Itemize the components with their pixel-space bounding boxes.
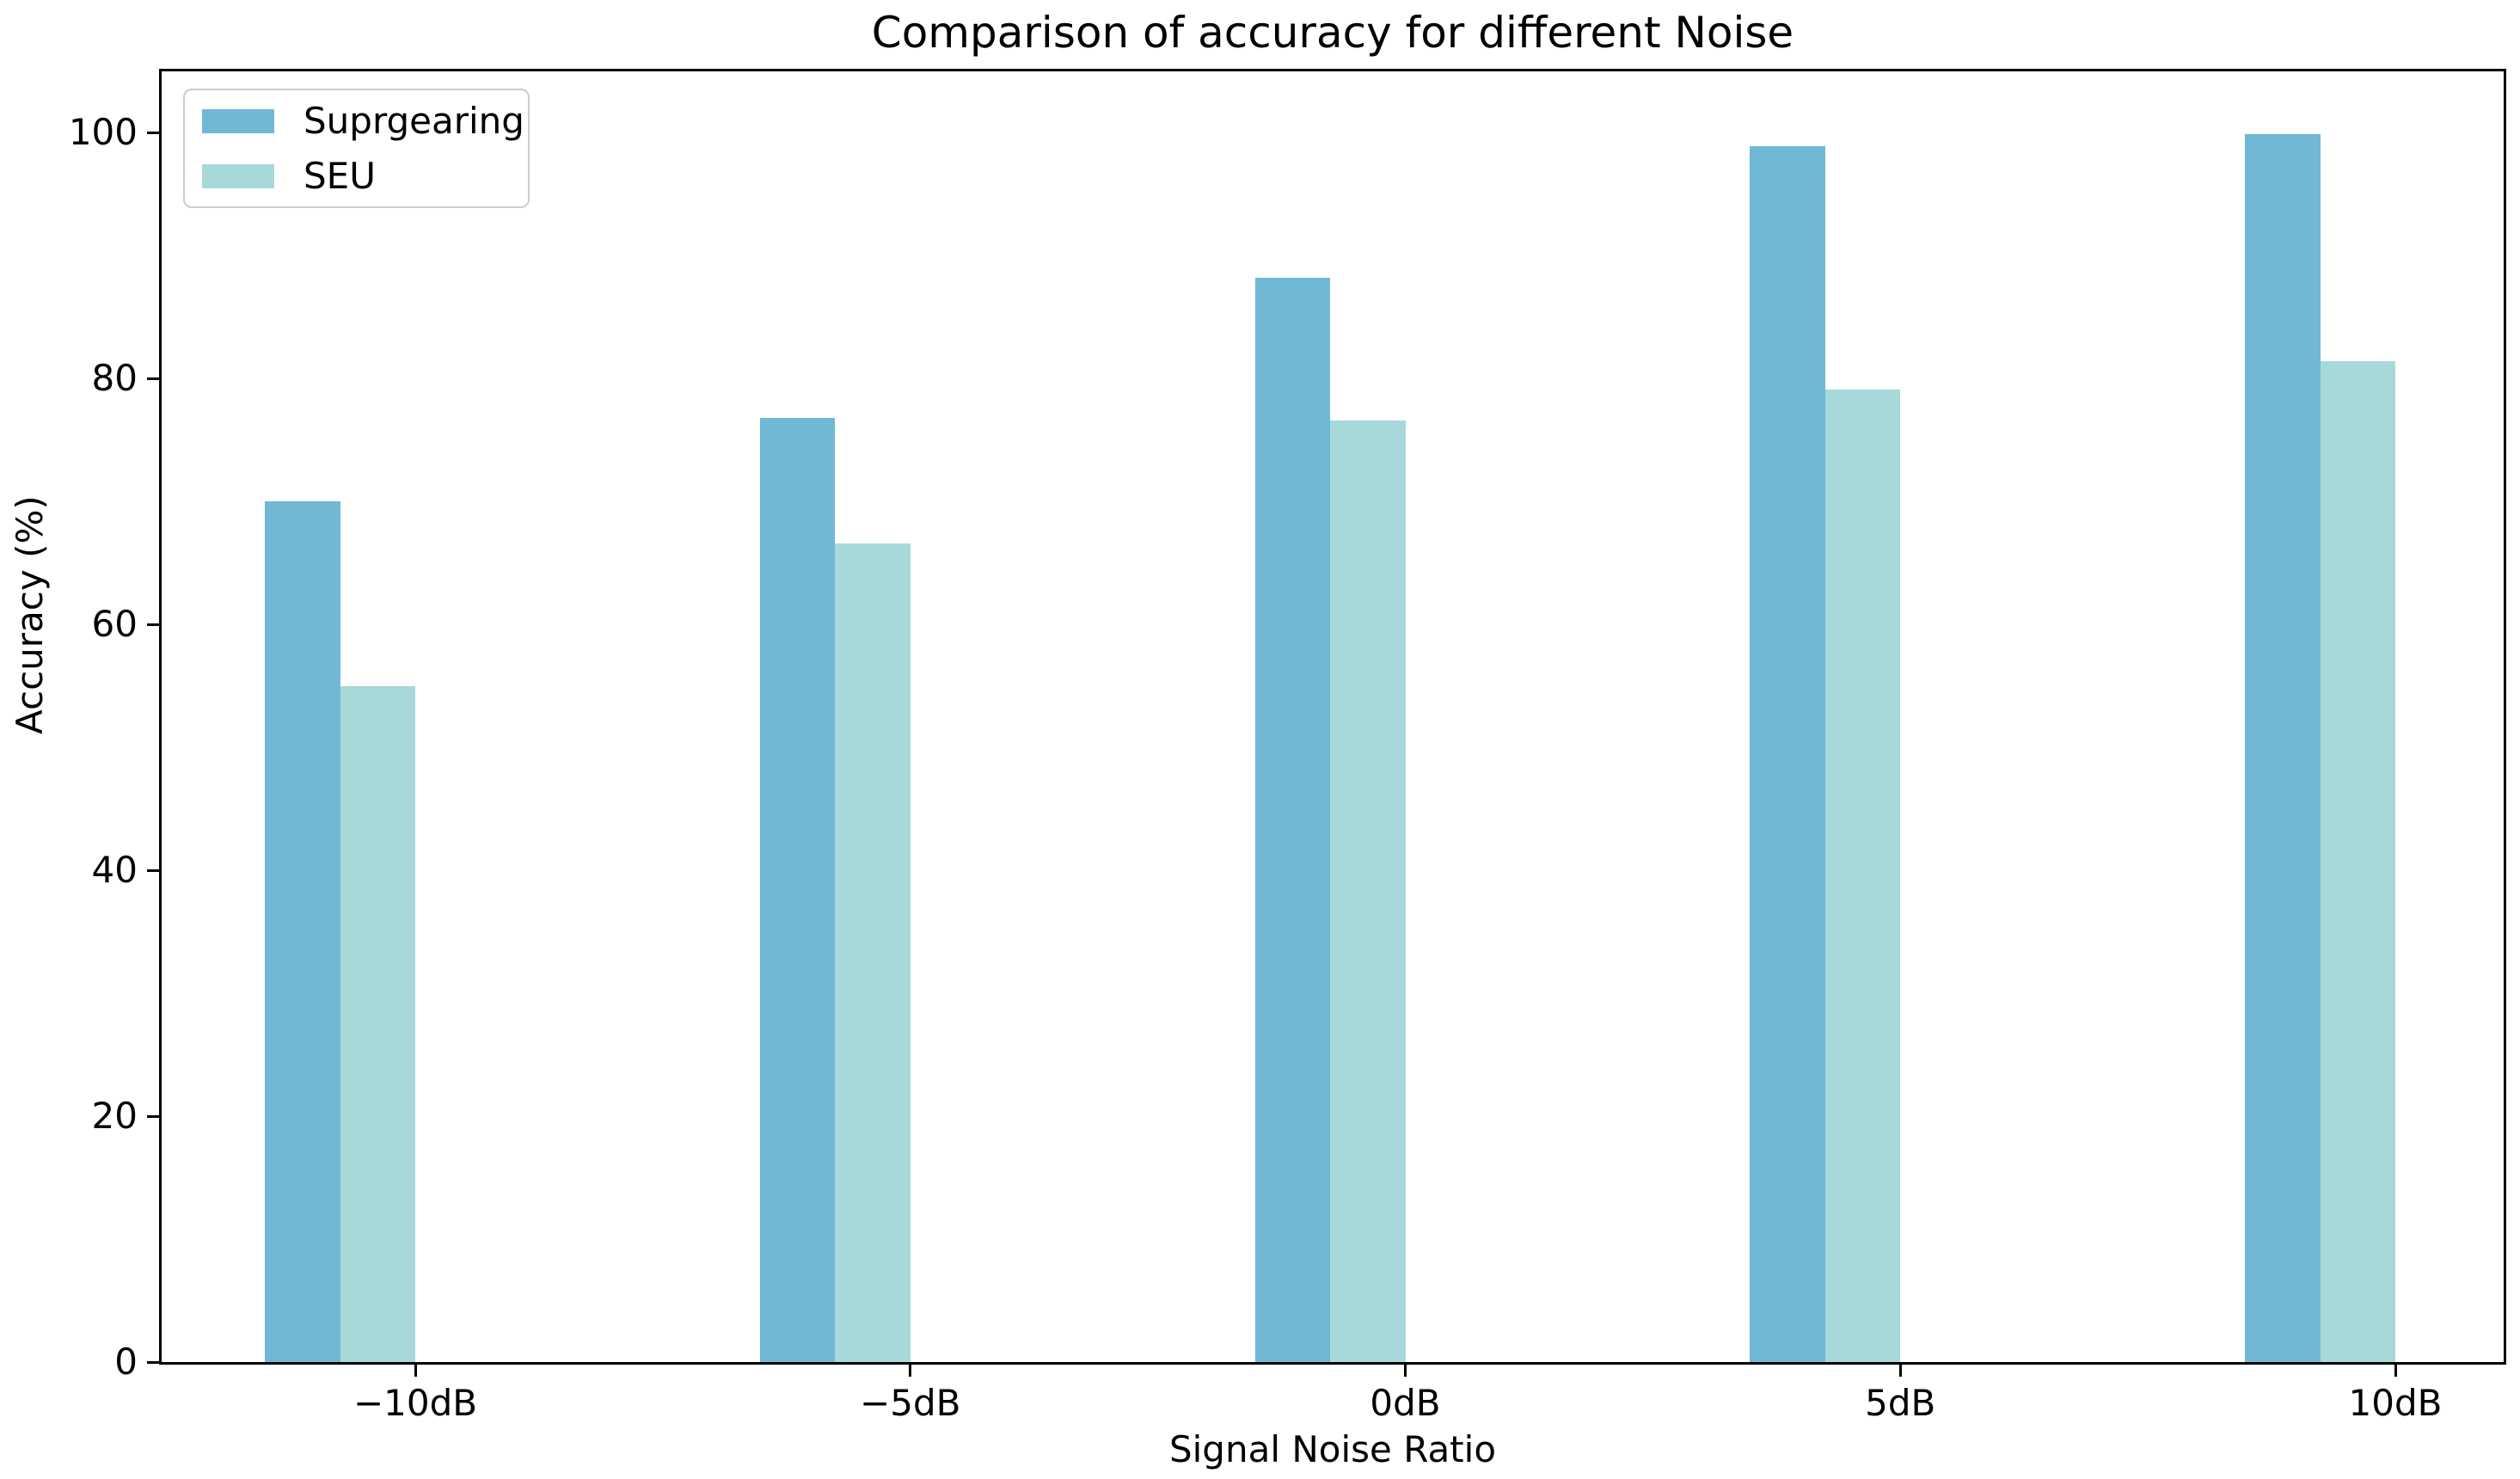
y-tick-mark-80 (147, 377, 159, 380)
y-tick-mark-0 (147, 1360, 159, 1364)
plot-border-top (159, 69, 2506, 71)
y-tick-label-80: 80 (91, 357, 138, 400)
y-tick-mark-40 (147, 868, 159, 872)
x-axis-label: Signal Noise Ratio (1168, 1428, 1497, 1470)
x-tick-mark-4 (2394, 1365, 2397, 1377)
chart-title: Comparison of accuracy for different Noi… (871, 8, 1794, 58)
bar-seu-4 (2320, 361, 2395, 1362)
y-tick-mark-60 (147, 623, 159, 626)
x-tick-label-2: 0dB (1370, 1382, 1441, 1424)
bar-suprgearing-3 (1750, 146, 1825, 1362)
x-tick-label-1: −5dB (860, 1382, 961, 1424)
y-tick-label-60: 60 (91, 603, 138, 646)
x-tick-mark-2 (1404, 1365, 1407, 1377)
x-tick-label-4: 10dB (2348, 1382, 2443, 1424)
plot-border-left (159, 69, 162, 1365)
x-tick-mark-0 (414, 1365, 417, 1377)
legend-label-seu: SEU (304, 154, 376, 197)
plot-border-bottom (159, 1362, 2506, 1365)
x-tick-label-3: 5dB (1865, 1382, 1936, 1424)
y-tick-label-40: 40 (91, 849, 138, 892)
y-tick-label-0: 0 (114, 1341, 138, 1383)
legend-row-suprgearing: Suprgearing (202, 101, 524, 141)
legend-row-seu: SEU (202, 156, 511, 196)
bar-suprgearing-4 (2245, 133, 2321, 1362)
bar-suprgearing-0 (265, 501, 340, 1362)
bar-seu-2 (1330, 420, 1406, 1362)
y-axis-label: Accuracy (%) (9, 495, 51, 734)
legend-label-suprgearing: Suprgearing (304, 99, 524, 142)
bar-seu-0 (340, 685, 415, 1362)
x-tick-label-0: −10dB (353, 1382, 478, 1424)
y-tick-label-20: 20 (91, 1095, 138, 1138)
bar-seu-3 (1824, 390, 1901, 1362)
y-tick-mark-20 (147, 1114, 159, 1118)
bar-seu-1 (835, 543, 911, 1362)
legend: Suprgearing SEU (183, 89, 530, 208)
bar-suprgearing-1 (759, 418, 836, 1362)
x-tick-mark-1 (909, 1365, 912, 1377)
bar-suprgearing-2 (1254, 278, 1330, 1362)
x-tick-mark-3 (1898, 1365, 1902, 1377)
y-tick-mark-100 (147, 131, 159, 134)
plot-border-right (2504, 69, 2506, 1365)
legend-swatch-suprgearing (202, 108, 274, 133)
legend-swatch-seu (202, 163, 274, 188)
y-tick-label-100: 100 (68, 111, 138, 154)
